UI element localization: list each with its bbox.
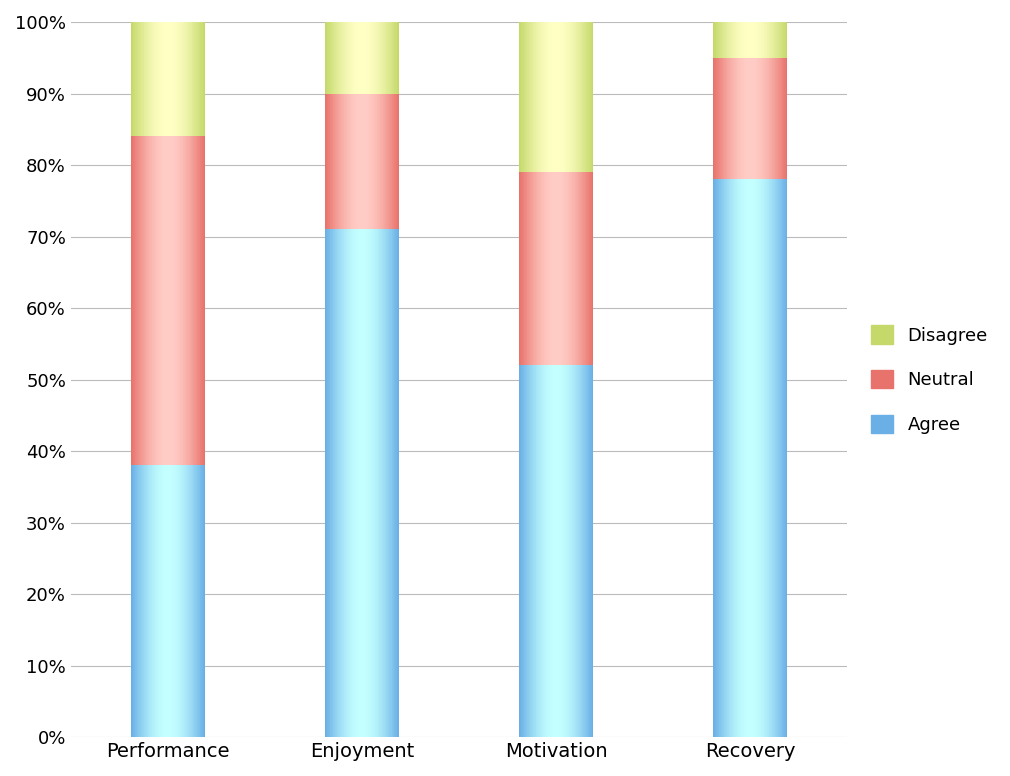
Legend: Disagree, Neutral, Agree: Disagree, Neutral, Agree bbox=[865, 318, 995, 441]
